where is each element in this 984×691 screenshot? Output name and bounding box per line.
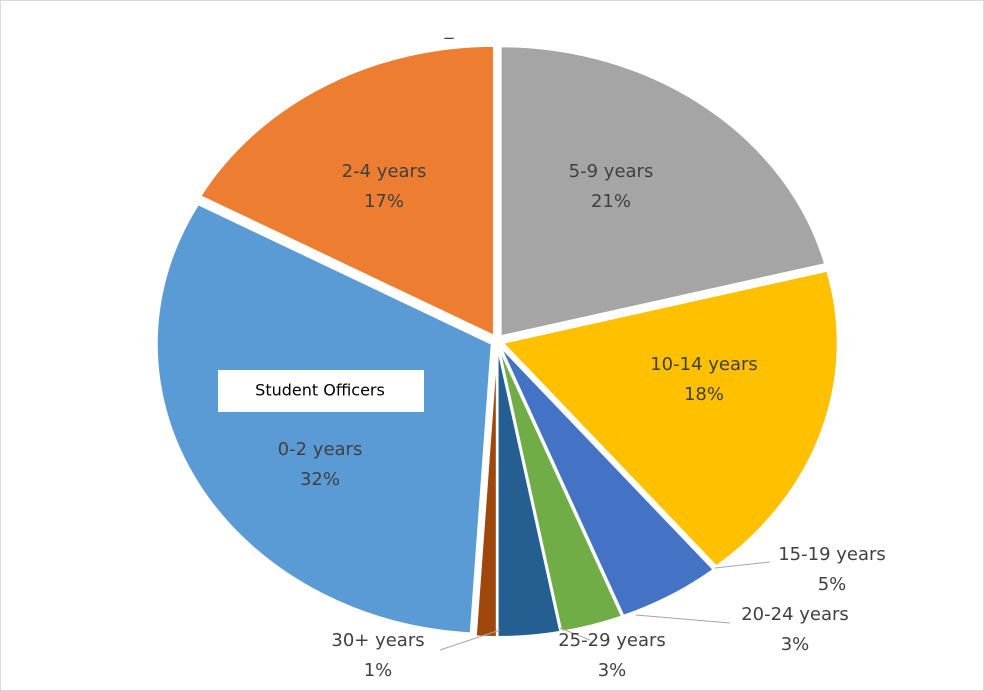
slice-label: 10-14 years (650, 354, 758, 375)
leader-line (559, 627, 591, 641)
pie-slice (155, 202, 493, 635)
annotation: Student Officers (255, 381, 385, 400)
pie (155, 44, 839, 638)
slice-label: 20-24 years (741, 604, 849, 625)
slice-label: 30+ years (331, 630, 424, 651)
pie-slice (500, 269, 839, 568)
leader-line (439, 629, 501, 651)
pie-slice (474, 346, 498, 638)
leader-line (714, 561, 771, 569)
slice-value-label: 18% (684, 384, 724, 405)
annotation-box (218, 370, 424, 412)
slice-value-label: 32% (300, 469, 340, 490)
pie-slice (198, 44, 495, 338)
slice-label: 2-4 years (342, 161, 427, 182)
slice-value-label: 21% (591, 191, 631, 212)
slice-value-label: 5% (818, 574, 847, 595)
chart-title: _ (444, 19, 455, 40)
slice-label: 0-2 years (278, 439, 363, 460)
pie-slice (499, 45, 827, 338)
pie-slice (499, 345, 716, 618)
slice-value-label: 3% (598, 660, 627, 681)
slice-label: 5-9 years (569, 161, 654, 182)
slice-label: 25-29 years (558, 630, 666, 651)
slice-value-label: 3% (781, 634, 810, 655)
pie-slice (497, 346, 624, 633)
slice-value-label: 1% (364, 660, 393, 681)
leader-line (635, 614, 731, 624)
slice-label: 15-19 years (778, 544, 886, 565)
slice-value-label: 17% (364, 191, 404, 212)
